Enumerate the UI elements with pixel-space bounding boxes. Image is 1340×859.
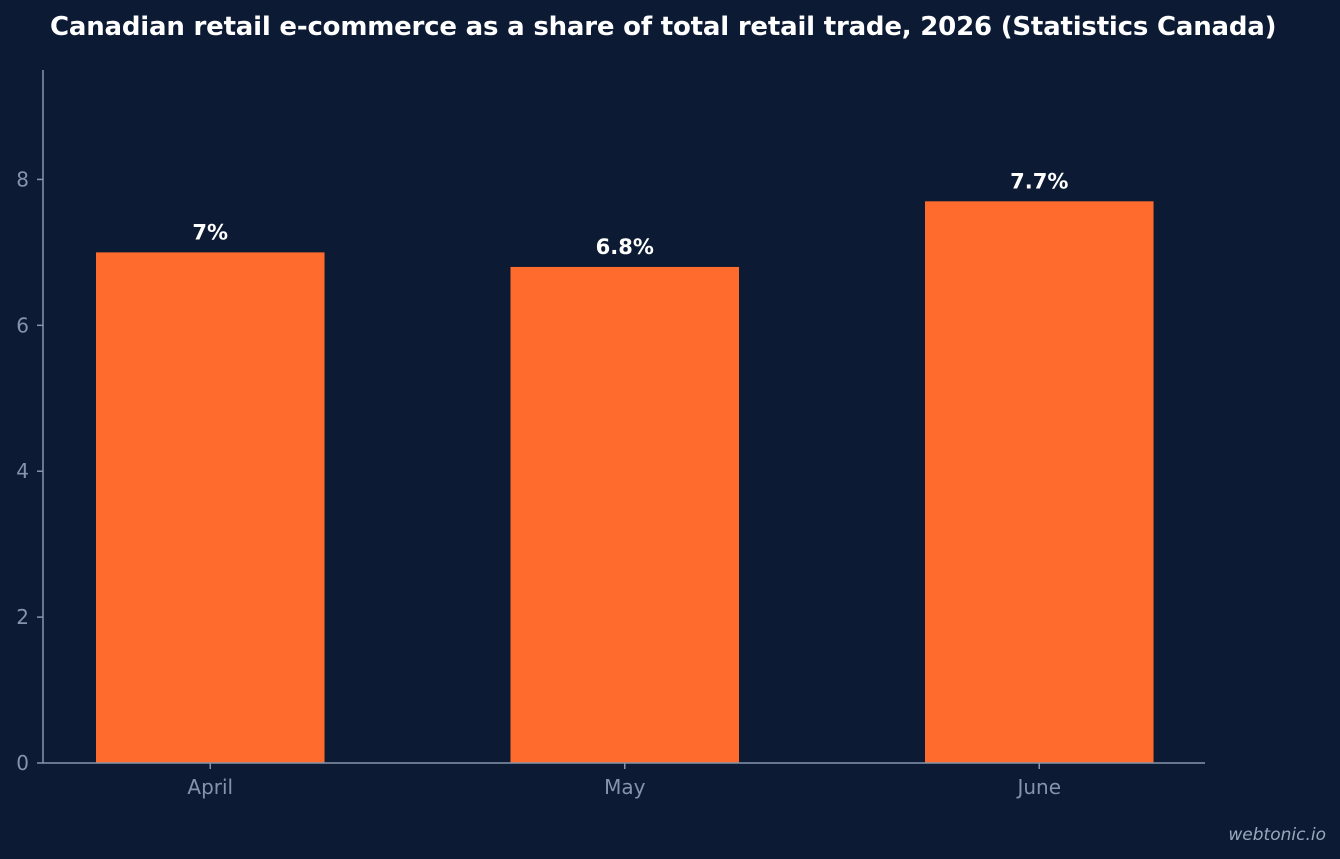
y-tick-label: 4 xyxy=(16,459,29,483)
data-label: 7.7% xyxy=(1010,169,1068,193)
data-label: 6.8% xyxy=(596,235,654,259)
bars-group xyxy=(96,201,1154,764)
y-tick-label: 0 xyxy=(16,751,29,775)
y-tick-label: 8 xyxy=(16,167,29,191)
chart-title: Canadian retail e-commerce as a share of… xyxy=(50,12,1277,42)
bar-june xyxy=(925,201,1154,763)
y-tick-label: 2 xyxy=(16,605,29,629)
bar-may xyxy=(510,266,740,763)
x-tick-label: May xyxy=(604,775,646,799)
bar-april xyxy=(96,252,325,764)
data-labels-group: 7% 6.8% 7.7% xyxy=(192,169,1068,259)
watermark: webtonic.io xyxy=(1228,825,1326,845)
x-tick-label: April xyxy=(187,775,233,799)
y-tick-label: 6 xyxy=(16,313,29,337)
x-axis: April May June xyxy=(43,762,1205,799)
y-axis: 0 2 4 6 8 xyxy=(16,70,44,775)
x-tick-label: June xyxy=(1015,775,1061,799)
data-label: 7% xyxy=(192,220,228,244)
